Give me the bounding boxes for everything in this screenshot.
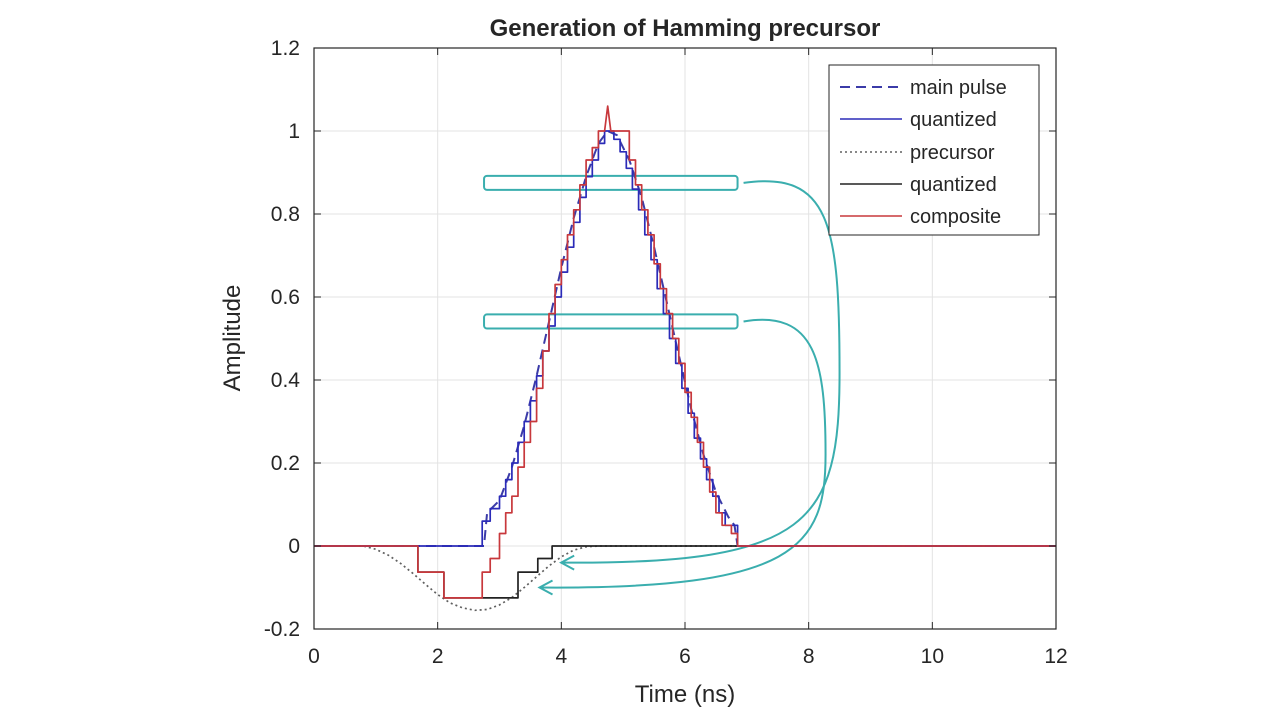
- x-tick-label: 10: [921, 645, 944, 668]
- series-main-pulse: [314, 130, 1056, 547]
- y-tick-label: 0.4: [271, 369, 301, 392]
- x-tick-label: 2: [432, 645, 444, 668]
- y-axis-label: Amplitude: [219, 285, 246, 392]
- callout-arrow-2: [539, 318, 827, 589]
- legend-label-main-pulse: main pulse: [910, 77, 1007, 99]
- series-precursor: [314, 545, 1056, 612]
- legend-label-quantized-precursor: quantized: [910, 174, 997, 196]
- y-tick-label: 0.2: [271, 452, 300, 475]
- chart-title: Generation of Hamming precursor: [490, 15, 881, 42]
- x-tick-label: 8: [803, 645, 815, 668]
- x-axis-label: Time (ns): [635, 681, 735, 708]
- y-tick-label: 1.2: [271, 37, 300, 60]
- callout-arrowhead-2: [537, 579, 553, 596]
- callout-box-2: [483, 313, 739, 330]
- legend-box: [828, 64, 1040, 236]
- x-tick-label: 0: [308, 645, 320, 668]
- callout-arrow-1: [561, 180, 841, 564]
- y-tick-label: 0: [288, 535, 300, 558]
- y-tick-label: 0.6: [271, 286, 300, 309]
- y-tick-label: 0.8: [271, 203, 300, 226]
- callout-arrowhead-1: [559, 554, 575, 571]
- legend-label-quantized-main: quantized: [910, 109, 997, 131]
- x-tick-label: 4: [555, 645, 567, 668]
- annotation-layer: [483, 174, 841, 596]
- legend-label-precursor: precursor: [910, 142, 995, 164]
- y-tick-label: 1: [288, 120, 300, 143]
- x-tick-label: 12: [1044, 645, 1067, 668]
- y-tick-label: -0.2: [264, 618, 300, 641]
- legend-label-composite: composite: [910, 206, 1001, 228]
- legend: main pulse quantized precursor quantized…: [828, 64, 1040, 236]
- tick-layer: 0 2 4 6 8 10 12 -0.2 0 0.2 0.4 0.6 0.8 1 1.2: [264, 37, 1068, 668]
- series-composite: [314, 105, 1056, 599]
- series-layer: [314, 105, 1056, 612]
- callout-box-1: [483, 174, 739, 191]
- series-quantized-main: [314, 130, 1056, 547]
- x-tick-label: 6: [679, 645, 691, 668]
